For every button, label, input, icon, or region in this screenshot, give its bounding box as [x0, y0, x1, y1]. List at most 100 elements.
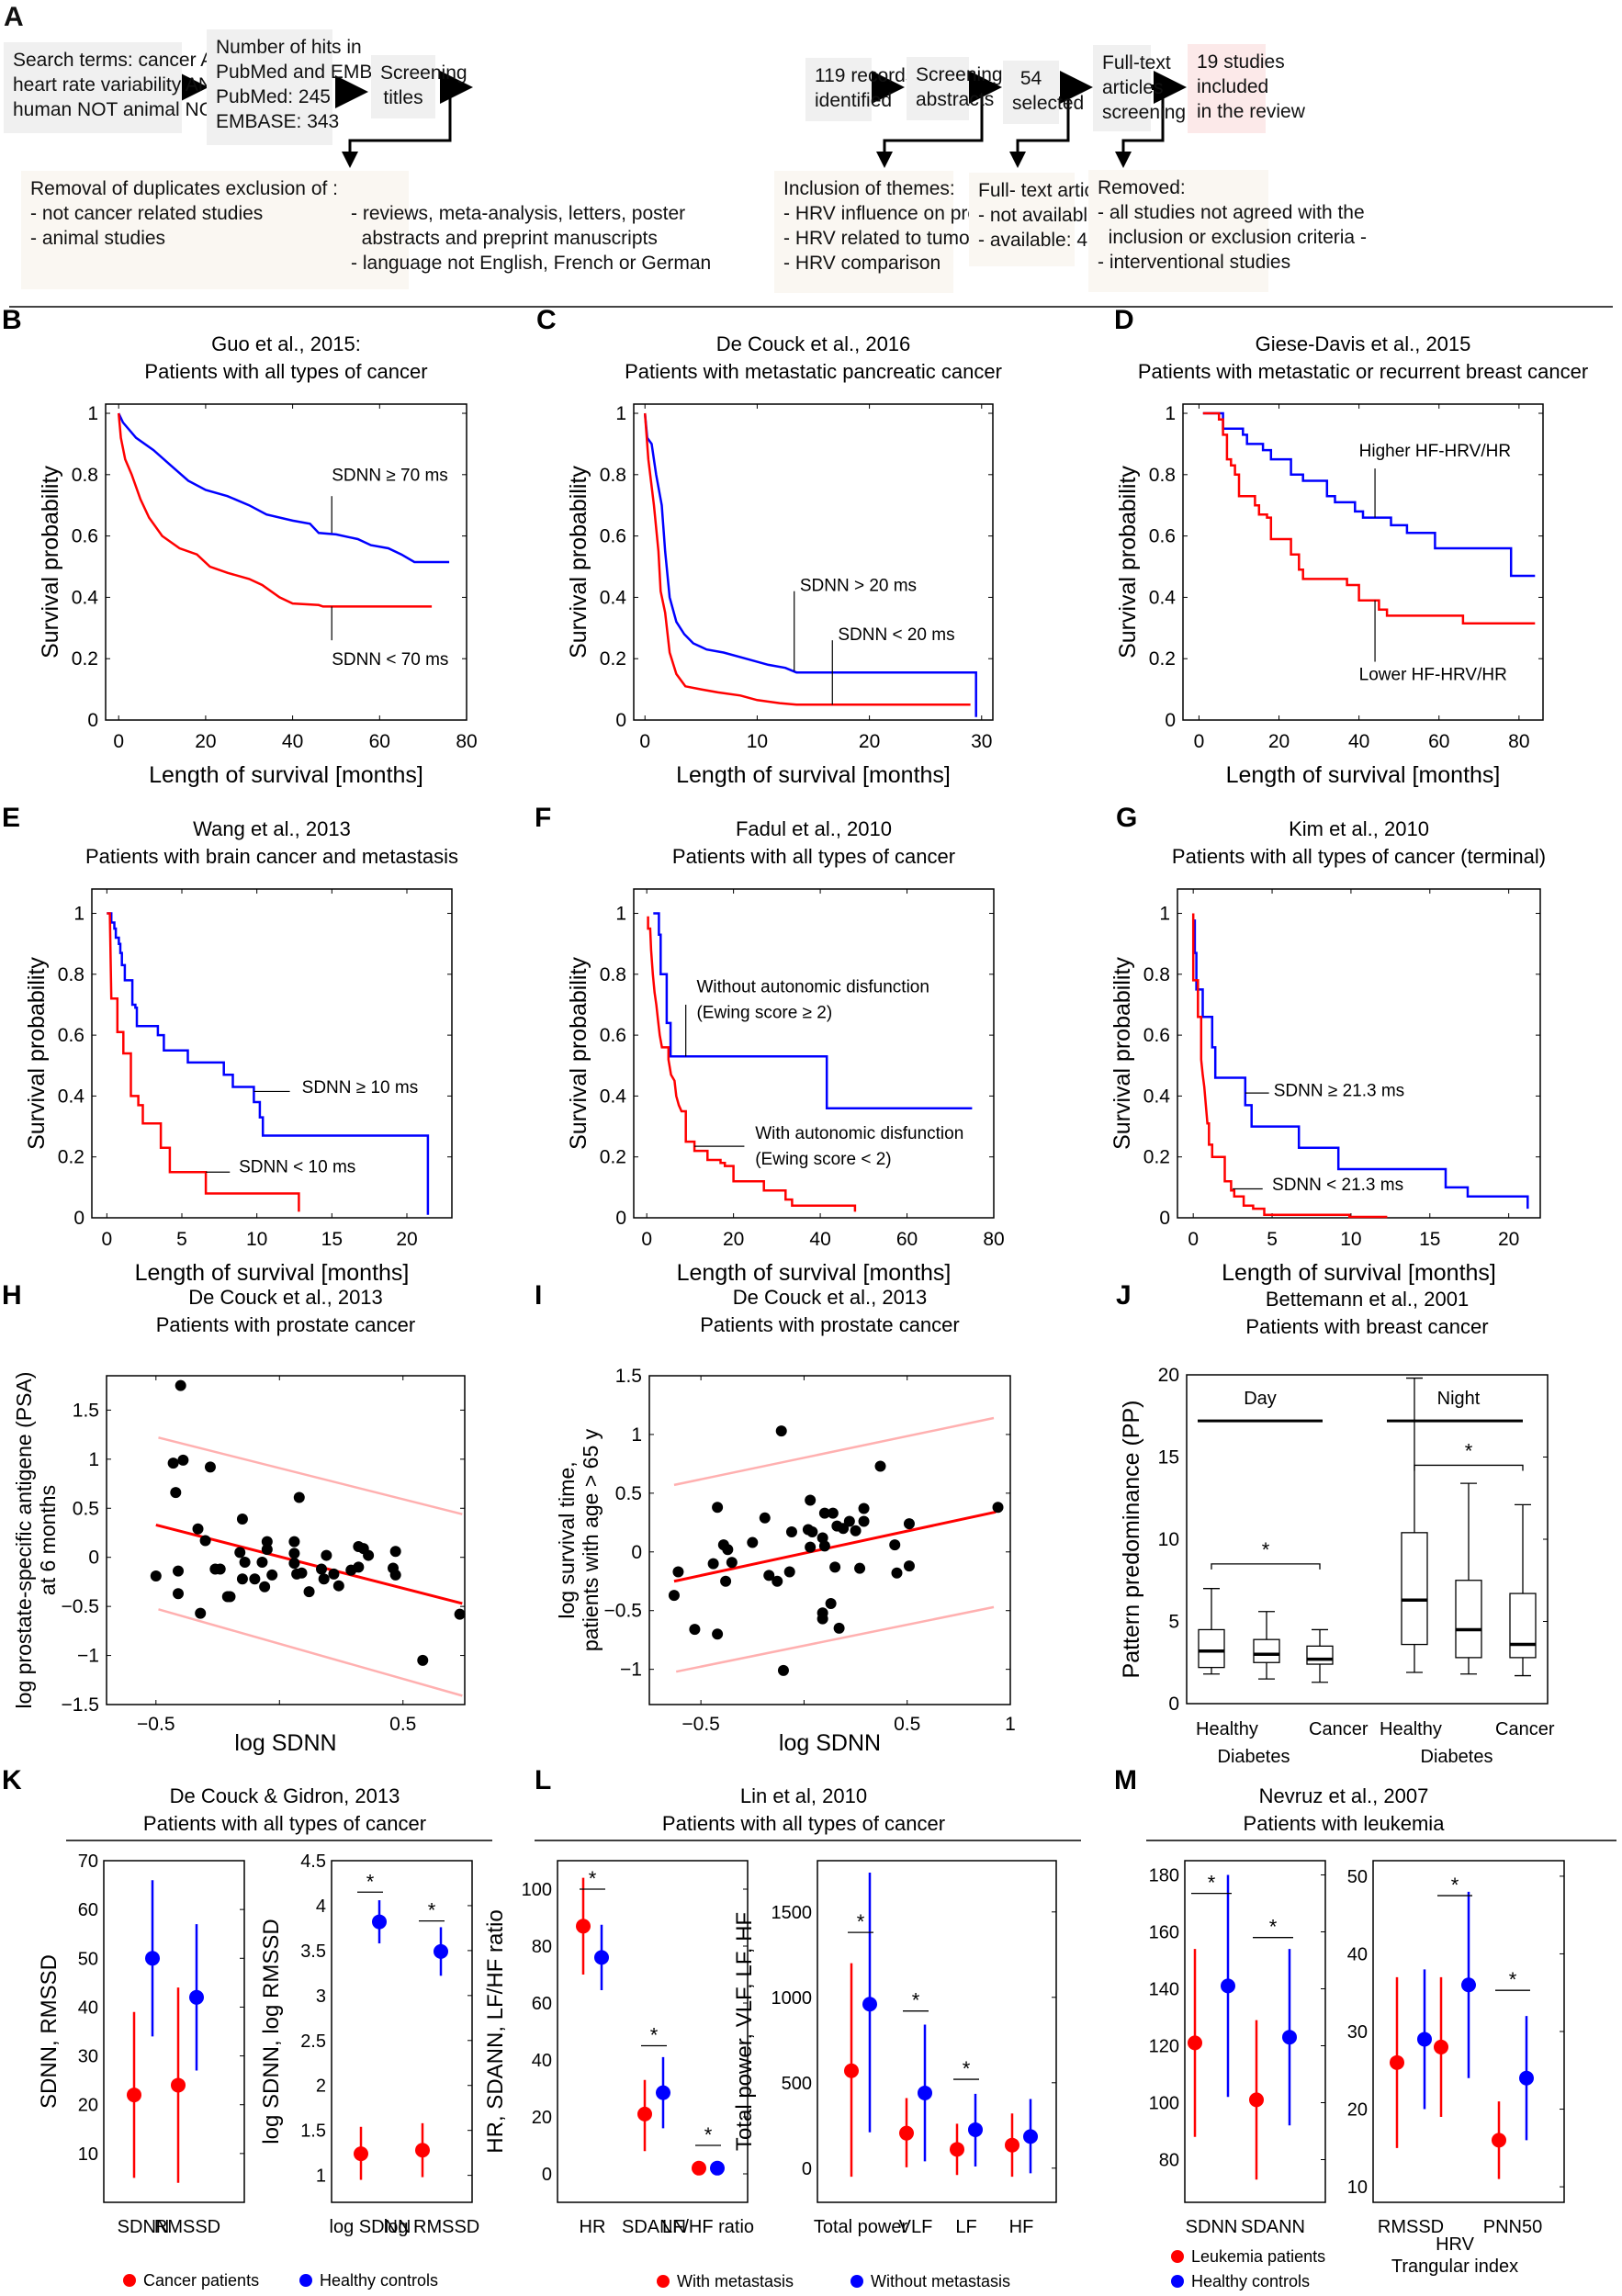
y-tick-label: 1: [615, 904, 626, 925]
data-point: [363, 1549, 375, 1561]
mean-marker: [710, 2160, 725, 2176]
mean-marker: [145, 1951, 160, 1966]
mean-marker: [1461, 1977, 1476, 1993]
y-tick-label: 0.8: [72, 465, 98, 486]
panel-letter-i: I: [535, 1280, 542, 1311]
y-axis-label: Survival probability: [38, 466, 63, 658]
y-tick-label: 0.4: [600, 1086, 627, 1107]
annotation-label: SDNN ≥ 10 ms: [302, 1078, 419, 1097]
x-tick-label: 0: [101, 1229, 112, 1250]
y-tick-label: 15: [1158, 1447, 1179, 1469]
y-tick-label: 1: [631, 1424, 642, 1446]
y-axis-label: log prostate-specific antigene (PSA): [12, 1372, 36, 1709]
y-tick-label: 1500: [772, 1903, 813, 1923]
mean-marker: [862, 1997, 877, 2012]
panel-letter-e: E: [2, 803, 20, 833]
x-axis-label: Length of survival [months]: [1226, 762, 1501, 788]
mean-marker: [1221, 1978, 1235, 1994]
y-tick-label: 0.6: [600, 526, 626, 547]
axes-frame: [633, 888, 995, 1219]
legend-label: Cancer patients: [143, 2271, 259, 2290]
data-point: [318, 1573, 330, 1585]
y-tick-label: −0.5: [62, 1596, 99, 1617]
axes-frame: [331, 1860, 473, 2203]
y-tick-label: 0.2: [72, 648, 98, 670]
x-tick-label: 5: [176, 1229, 187, 1250]
y-tick-label: 0.2: [600, 1147, 626, 1168]
x-tick-label: 0: [1188, 1229, 1199, 1250]
y-tick-label: 0.4: [600, 587, 627, 608]
data-point: [328, 1568, 340, 1580]
mean-marker: [968, 2122, 983, 2137]
chart-m: Nevruz et al., 2007 Patients with leukemi…: [1146, 1784, 1616, 2290]
mean-marker: [372, 1914, 387, 1930]
mean-marker: [1249, 2092, 1264, 2108]
legend-marker-blue: [1171, 2275, 1184, 2288]
x-category-label: Cancer: [1309, 1719, 1369, 1739]
ci-lower-line: [158, 1608, 463, 1697]
x-tick-label: 80: [983, 1229, 1004, 1250]
y-axis-label: log survival time,: [555, 1461, 579, 1618]
y-axis-label: HR, SDANN, LF/HF ratio: [483, 1909, 508, 2153]
survival-curve-red: [1202, 411, 1536, 625]
data-point: [167, 1458, 179, 1469]
y-tick-label: 0.8: [1143, 964, 1170, 985]
x-axis-label: Length of survival [months]: [676, 762, 951, 788]
axes-frame: [1186, 1374, 1549, 1705]
y-tick-label: 0: [615, 1208, 626, 1229]
y-tick-label: 0.8: [58, 964, 84, 985]
y-tick-label: 0.8: [600, 465, 626, 486]
y-tick-label: 4: [316, 1896, 326, 1917]
chart-l: Lin et al, 2010 Patients with all types o…: [483, 1784, 1081, 2290]
y-tick-label: 40: [1347, 1944, 1368, 1964]
data-point: [850, 1525, 862, 1536]
x-tick-label: 0: [639, 731, 650, 752]
data-point: [903, 1560, 915, 1572]
group-label: Night: [1437, 1389, 1481, 1409]
data-point: [858, 1503, 870, 1514]
data-point: [199, 1535, 211, 1547]
data-point: [316, 1563, 327, 1575]
y-tick-label: 120: [1149, 2037, 1179, 2057]
panel-letter-f: F: [535, 803, 551, 833]
y-tick-label: 140: [1149, 1980, 1179, 2000]
data-point: [726, 1557, 738, 1569]
data-point: [827, 1507, 839, 1519]
flowchart-arrows: [175, 71, 1187, 168]
x-tick-label: 60: [369, 731, 390, 752]
data-point: [874, 1460, 886, 1472]
data-point: [261, 1544, 273, 1556]
y-tick-label: 1: [88, 1449, 99, 1470]
annotation-label: SDNN ≥ 70 ms: [332, 466, 448, 485]
axes-frame: [1184, 1860, 1326, 2203]
flow-box-included: 19 studies included in the review: [1188, 44, 1305, 133]
chart-subtitle: Patients with prostate cancer: [700, 1313, 959, 1336]
annotation-label: SDNN < 20 ms: [838, 625, 954, 645]
mean-marker: [1023, 2129, 1038, 2144]
chart-j: Bettemann et al., 2001 Patients with brea…: [1119, 1288, 1555, 1767]
x-category-label: PNN50: [1483, 2217, 1542, 2237]
mean-marker: [1417, 2032, 1432, 2047]
data-point: [854, 1562, 866, 1574]
data-point: [806, 1526, 818, 1538]
y-tick-label: 0.6: [600, 1025, 626, 1046]
x-axis-label: Length of survival [months]: [135, 1260, 410, 1286]
data-point: [214, 1563, 226, 1575]
chart-e: Wang et al., 2013 Patients with brain can…: [24, 817, 458, 1286]
y-tick-label: 100: [1149, 2094, 1179, 2114]
data-point: [321, 1549, 332, 1561]
mean-marker: [950, 2142, 964, 2157]
flow-box-removal: Removal of duplicates exclusion of : - n…: [21, 171, 711, 289]
data-point: [296, 1567, 308, 1579]
data-point: [829, 1561, 841, 1573]
y-tick-label: 10: [78, 2144, 98, 2165]
axes-frame: [1182, 403, 1544, 721]
flow-branch-arrow: [342, 87, 452, 168]
x-category-label: log RMSSD: [384, 2217, 479, 2237]
x-tick-label: 40: [1348, 731, 1369, 752]
x-axis-label: log SDNN: [779, 1730, 881, 1756]
data-point: [785, 1526, 797, 1538]
mean-marker: [692, 2160, 706, 2176]
significance-star: *: [589, 1867, 597, 1890]
x-tick-label: 80: [1508, 731, 1529, 752]
